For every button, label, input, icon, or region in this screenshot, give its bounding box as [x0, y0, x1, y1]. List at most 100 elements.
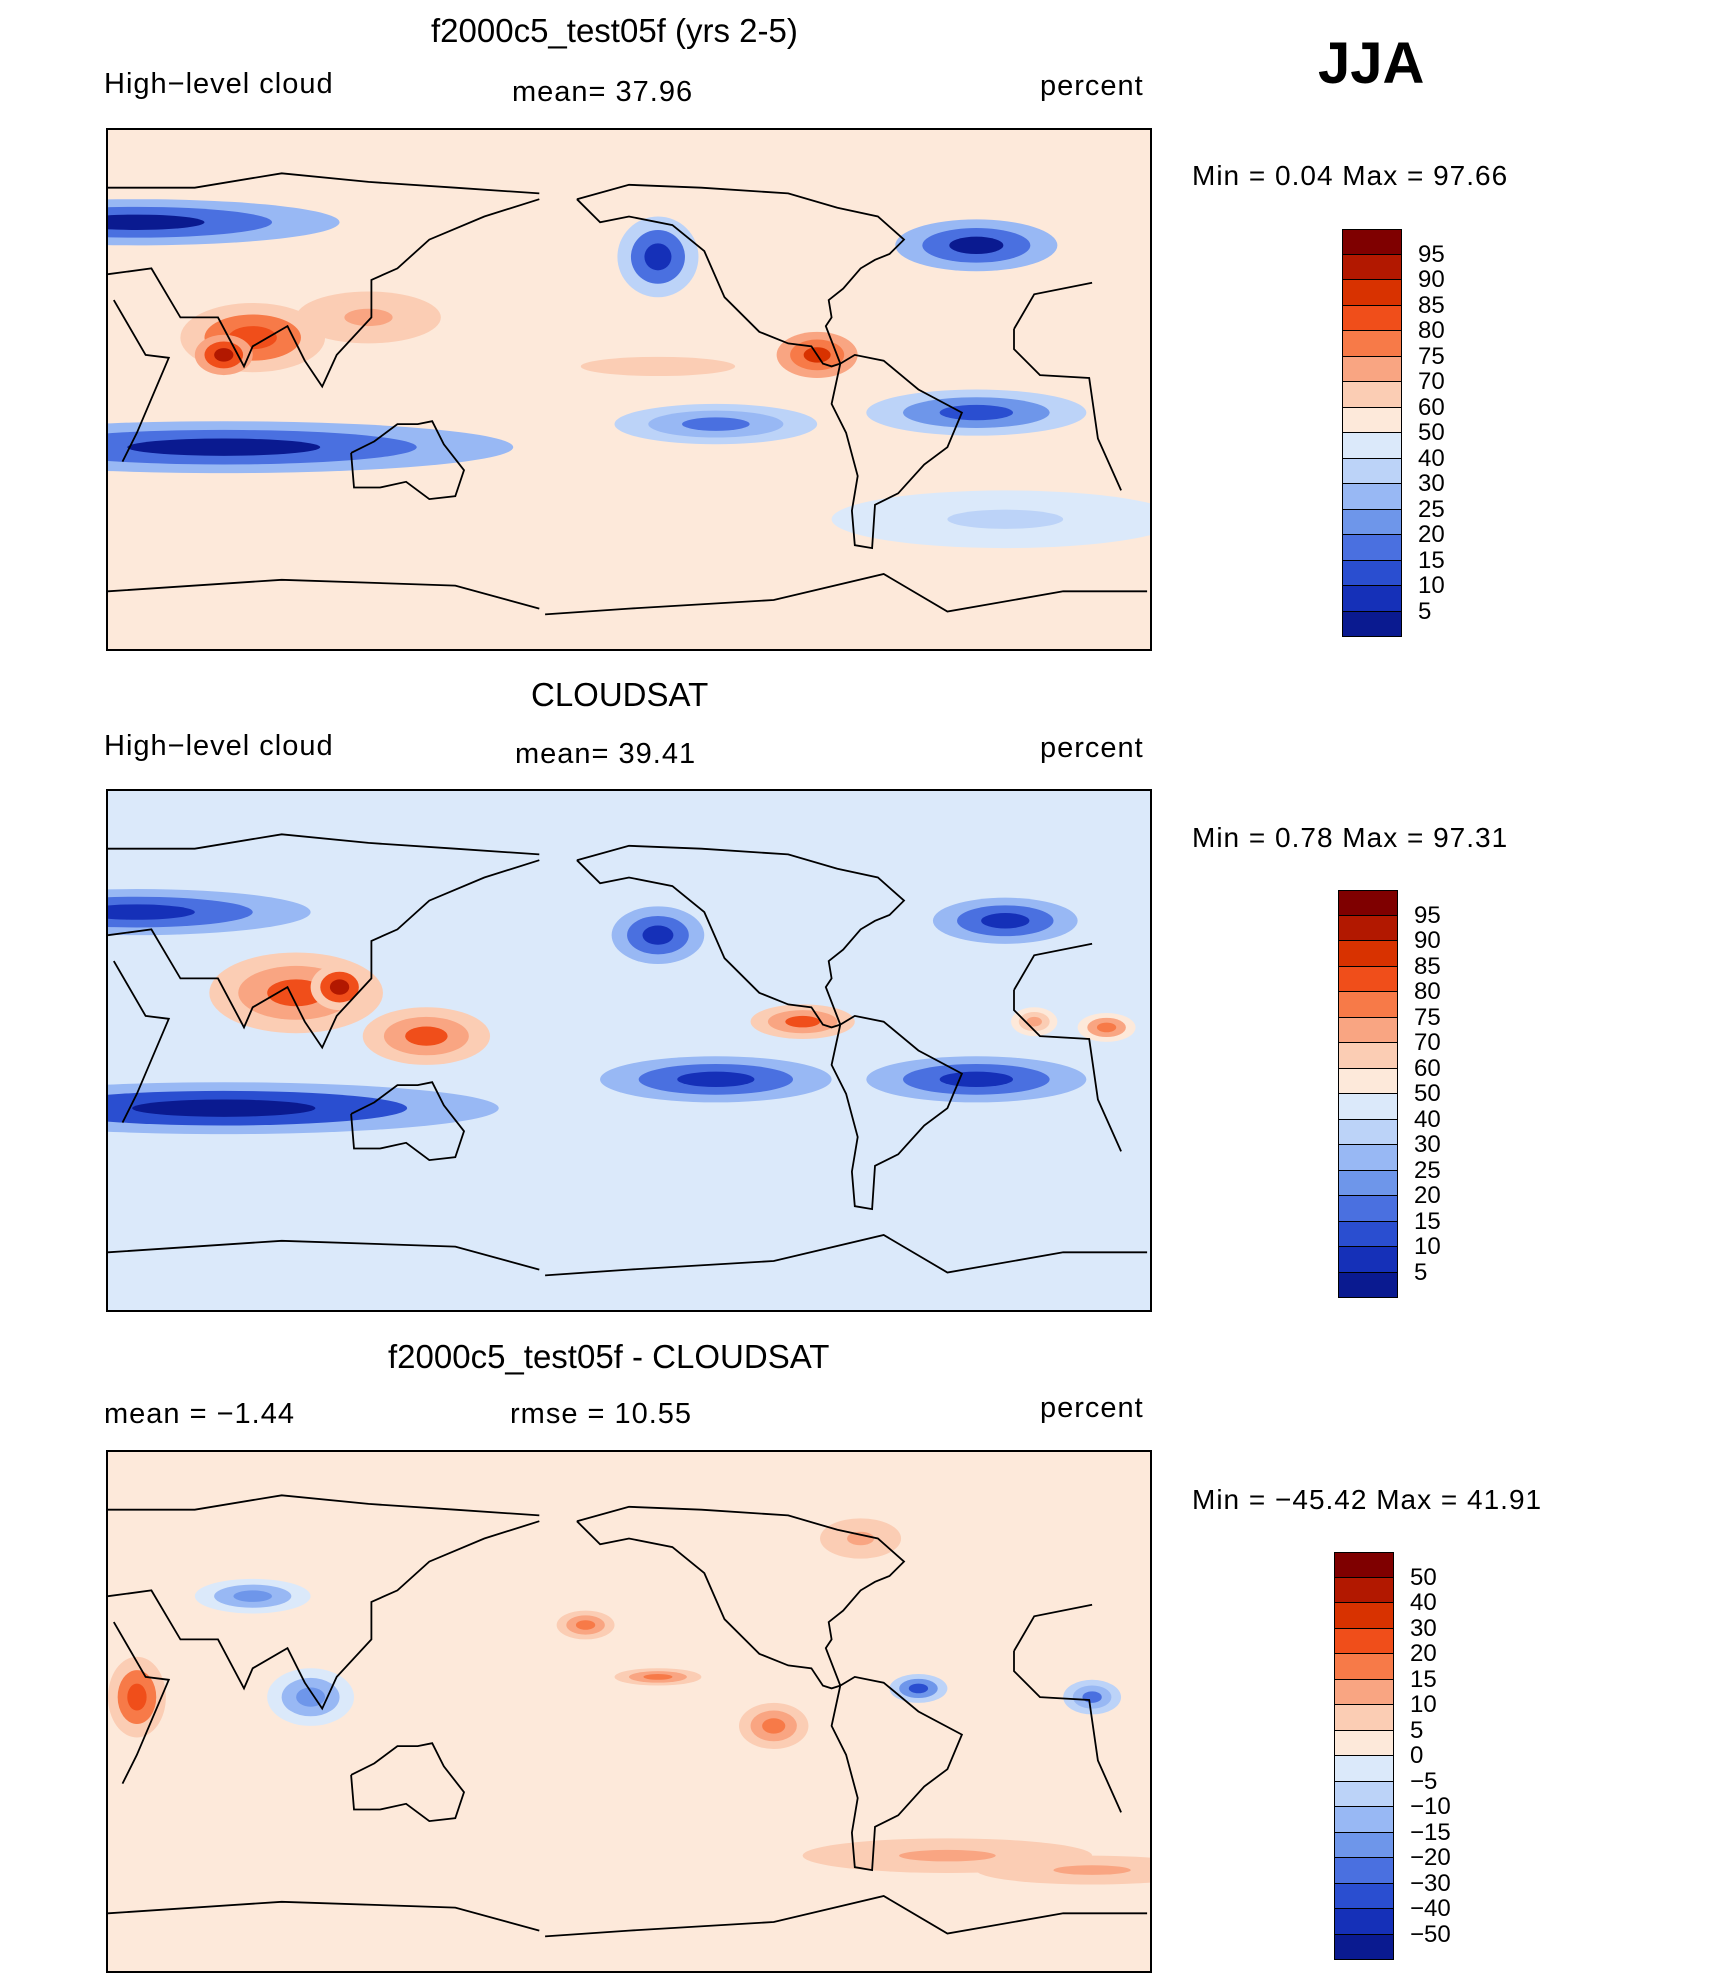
field-contour: [344, 308, 393, 327]
colorbar-tick-label: 20: [1410, 1640, 1437, 1667]
colorbar-swatch: [1338, 1145, 1398, 1171]
coastline: [113, 942, 1122, 1152]
colorbar-tick-label: 25: [1414, 1156, 1441, 1184]
colorbar-swatch: [1338, 941, 1398, 967]
panel3-field-svg: [108, 1452, 1150, 1971]
panel2-mean-label: mean= 39.41: [515, 738, 697, 770]
colorbar-tick-label: 10: [1410, 1691, 1437, 1718]
colorbar-swatch: [1338, 992, 1398, 1018]
colorbar-swatch: [1342, 560, 1402, 586]
field-contour: [405, 1026, 448, 1046]
coastline: [830, 1014, 964, 1211]
colorbar-swatch: [1338, 1272, 1398, 1298]
coastline: [108, 1900, 540, 1932]
coastline: [545, 1895, 1148, 1938]
coastline: [545, 1234, 1148, 1277]
colorbar-swatch: [1338, 1196, 1398, 1222]
colorbar-tick-label: 15: [1410, 1665, 1437, 1693]
colorbar-swatch: [1342, 586, 1402, 612]
colorbar-tick-label: 10: [1414, 1233, 1441, 1260]
panel1-title: f2000c5_test05f (yrs 2-5): [431, 12, 798, 49]
field-contour: [908, 1683, 929, 1694]
panel1-units-label: percent: [1040, 70, 1144, 102]
panel2-title: CLOUDSAT: [531, 676, 709, 713]
colorbar-swatch: [1338, 1119, 1398, 1145]
coastline: [108, 172, 540, 195]
colorbar-swatch: [1342, 305, 1402, 331]
panel3-title: f2000c5_test05f - CLOUDSAT: [388, 1338, 830, 1375]
colorbar-tick-label: 30: [1418, 470, 1445, 497]
panel2-minmax: Min = 0.78 Max = 97.31: [1192, 822, 1509, 853]
colorbar-swatch: [1334, 1730, 1394, 1756]
colorbar-tick-label: 5: [1410, 1716, 1424, 1744]
colorbar-swatch: [1342, 484, 1402, 510]
panel3-mean-label: mean = −1.44: [104, 1398, 295, 1430]
field-contour: [329, 979, 350, 995]
colorbar-swatch: [1338, 966, 1398, 992]
field-contour: [899, 1849, 996, 1862]
colorbar-tick-label: −30: [1410, 1869, 1451, 1897]
colorbar-tick-label: 5: [1414, 1258, 1428, 1286]
field-contour: [682, 417, 750, 431]
colorbar-tick-label: 25: [1418, 495, 1445, 523]
field-contour: [949, 236, 1004, 254]
coastline: [576, 859, 841, 1029]
colorbar-swatch: [1334, 1883, 1394, 1909]
panel2-field-svg: [108, 791, 1150, 1310]
coastline: [108, 1494, 540, 1517]
field-contour: [947, 509, 1064, 529]
colorbar-swatch: [1334, 1679, 1394, 1705]
coastline: [576, 1520, 841, 1690]
colorbar-tick-label: −50: [1410, 1920, 1451, 1948]
coastline: [108, 859, 540, 1050]
colorbar-tick-label: 95: [1414, 901, 1441, 929]
field-contour: [785, 1015, 821, 1028]
field-contour: [762, 1718, 786, 1734]
colorbar-swatch: [1342, 280, 1402, 306]
colorbar-swatch: [1334, 1628, 1394, 1654]
colorbar-swatch: [1338, 1043, 1398, 1069]
colorbar-swatch: [1342, 535, 1402, 561]
colorbar-swatch: [1342, 433, 1402, 459]
panel2-units-label: percent: [1040, 732, 1144, 764]
colorbar-tick-label: 85: [1418, 291, 1445, 319]
panel1-map: [106, 128, 1152, 651]
panel1-mean-label: mean= 37.96: [512, 76, 694, 108]
coastline: [576, 198, 841, 368]
panel1-field-svg: [108, 130, 1150, 649]
colorbar-swatch: [1334, 1654, 1394, 1680]
colorbar-swatch: [1334, 1705, 1394, 1731]
coastline: [350, 1081, 466, 1162]
colorbar-swatch: [1338, 1017, 1398, 1043]
panel1-variable-label: High−level cloud: [104, 68, 334, 100]
panel2-variable-label: High−level cloud: [104, 730, 334, 762]
field-contour: [642, 925, 674, 945]
colorbar-swatch: [1342, 509, 1402, 535]
colorbar-swatch: [1334, 1934, 1394, 1960]
field-contour: [214, 348, 234, 362]
panel2-map: [106, 789, 1152, 1312]
colorbar-tick-label: −40: [1410, 1895, 1451, 1922]
field-contour: [127, 1683, 147, 1711]
colorbar-swatch: [1342, 331, 1402, 357]
colorbar-tick-label: 90: [1418, 266, 1445, 293]
colorbar-swatch: [1342, 611, 1402, 637]
colorbar-swatch: [1334, 1858, 1394, 1884]
colorbar-swatch: [1338, 1170, 1398, 1196]
coastline: [576, 1505, 906, 1686]
colorbar-tick-label: 80: [1414, 978, 1441, 1005]
colorbar-tick-label: 90: [1414, 927, 1441, 954]
coastline: [576, 183, 906, 364]
colorbar-swatch: [1334, 1807, 1394, 1833]
colorbar-tick-label: 10: [1418, 572, 1445, 599]
panel1-minmax: Min = 0.04 Max = 97.66: [1192, 160, 1509, 191]
coastline: [113, 1603, 1122, 1813]
coastline: [113, 281, 1122, 491]
coastline: [830, 353, 964, 550]
season-label: JJA: [1318, 31, 1425, 96]
colorbar-tick-label: 50: [1418, 419, 1445, 446]
coastline: [350, 1742, 466, 1823]
coastline: [108, 1239, 540, 1271]
colorbar-swatch: [1342, 229, 1402, 255]
colorbar-tick-label: 30: [1414, 1131, 1441, 1158]
